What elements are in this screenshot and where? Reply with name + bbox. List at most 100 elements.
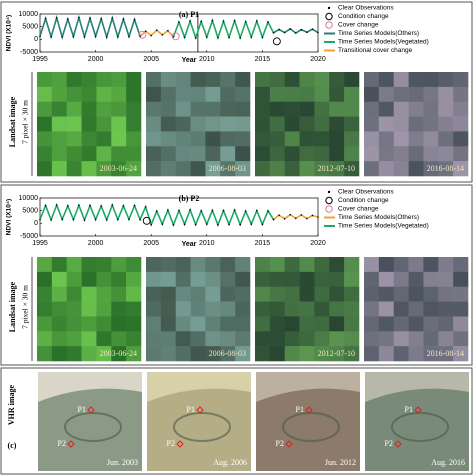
observation-dot [206,36,208,38]
pixel-tile [190,161,206,177]
cover-change [138,30,147,39]
pixel-tile [269,286,286,302]
pixel-tile [37,86,53,103]
observation-dot [105,36,108,38]
frame-c [0,367,473,475]
pixel-tile [453,116,469,132]
pixel-tile [66,116,82,132]
pixel-tile [160,257,177,273]
pixel-tile [175,346,191,362]
pixel-tile [81,131,97,147]
pixel-tile [314,316,330,332]
pixel-tile [51,72,68,88]
pixel-tile [453,257,469,273]
x-tick-label: 2015 [255,240,271,247]
pixel-tile [438,316,454,332]
photo-shore [38,372,142,402]
pixel-tile [81,161,97,177]
pixel-tile [423,271,439,288]
pixel-tile [255,301,271,317]
pixel-tile [190,271,206,288]
photo-date: Jun. 2012 [325,458,356,467]
y-tick-label: 10000 [19,11,39,18]
pixel-tile [284,86,300,103]
pixel-tile [66,131,82,147]
point-marker [67,440,75,448]
observation-dot [300,28,303,31]
pixel-tile [220,101,236,117]
point-label: P2 [167,439,175,448]
pixel-tile [438,286,454,302]
pixel-tile [111,301,127,317]
pixel-tile [408,161,424,177]
pixel-tile [96,346,112,362]
pixel-tile [453,146,469,162]
pixel-tile [190,257,206,273]
x-tick-label: 2000 [88,240,104,247]
x-tick-label: 2010 [199,240,215,247]
observation-dot [167,209,169,211]
pixel-tile [66,146,82,162]
pixel-tile [51,116,68,132]
legend-circle [325,12,333,21]
pixel-tile [344,286,360,302]
pixel-tile [220,271,236,288]
pixel-tile [255,72,271,88]
legend-label: Condition change [338,13,389,20]
pixel-tile [393,346,409,362]
pixel-tile [190,86,206,103]
observation-dot [294,217,297,220]
pixel-tile [37,271,53,288]
pixel-tile [423,331,439,347]
observation-dot [261,223,264,226]
pixel-tile [111,286,127,302]
pixel-tile [364,72,380,88]
pixel-tile [393,146,409,162]
pixel-tile [284,286,300,302]
pixel-tile [220,72,236,88]
pixel-tile [220,86,236,103]
y-tick-label: -5000 [20,49,38,56]
pixel-tile [344,131,360,147]
pixel-tile [126,286,142,302]
pixel-tile [37,161,53,177]
pixel-tile [378,86,395,103]
pixel-tile [329,346,345,362]
observation-dot [150,223,152,226]
pixel-tile [96,146,112,162]
pixel-tile [453,131,469,147]
observation-dot [244,21,247,23]
image-date: 2016-08-14 [427,349,464,358]
pixel-tile [235,131,251,147]
observation-dot [272,31,275,34]
photo-feature [391,412,449,442]
pixel-tile [96,286,112,302]
x-tick-label: 2020 [310,240,326,247]
pixel-tile [314,116,330,132]
observation-dot [189,209,191,211]
pixel-tile [160,146,177,162]
pixel-tile [269,72,286,88]
pixel-tile [364,257,380,273]
observation-dot [128,35,130,38]
point-marker [305,406,313,414]
observation-dot [144,30,147,33]
pixel-tile [344,101,360,117]
pixel-tile [126,131,142,147]
pixel-tile [37,101,53,117]
pixel-tile [175,72,191,88]
pixel-tile [146,72,162,88]
observation-dot [133,18,136,21]
pixel-tile [190,116,206,132]
x-tick-label: 2015 [255,56,271,63]
point-marker [87,406,95,414]
observation-dot [50,218,52,221]
pixel-tile [438,116,454,132]
pixel-tile [37,131,53,147]
observation-dot [256,20,258,22]
observation-dot [167,29,169,32]
pixel-tile [146,331,162,347]
pixel-tile [111,86,127,103]
pixel-tile [364,146,380,162]
pixel-tile [438,331,454,347]
